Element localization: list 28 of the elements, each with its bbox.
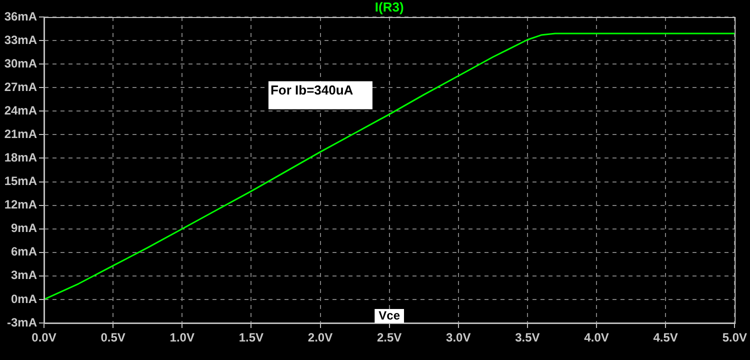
y-tick-label: 30mA [4, 56, 38, 70]
y-tick-label: 9mA [10, 221, 38, 236]
x-axis-title: Vce [378, 308, 400, 322]
y-tick-label: 3mA [10, 268, 38, 282]
x-tick-label: 0.5V [100, 330, 126, 345]
text: I(R3) [374, 0, 404, 15]
annotation: For Ib=340uA [270, 82, 354, 98]
y-tick-label: 15mA [4, 174, 38, 188]
y-tick-label: 21mA [4, 127, 38, 142]
y-tick-label: 24mA [4, 103, 38, 118]
x-tick-label: 1.0V [170, 330, 194, 345]
y-tick-label: 18mA [4, 150, 38, 165]
y-tick-label: 0mA [10, 292, 38, 306]
x-tick-label: 2.5V [376, 330, 402, 345]
x-tick-label: 2.0V [308, 330, 333, 345]
y-tick-label: 6mA [10, 244, 38, 259]
x-tick-label: 1.5V [238, 330, 264, 345]
x-tick-label: 3.0V [446, 330, 471, 345]
x-tick-label: 0.0V [32, 330, 56, 345]
x-tick-label: 4.5V [653, 330, 678, 345]
y-tick-label: 12mA [4, 198, 38, 212]
y-tick-label: -3mA [6, 315, 38, 330]
x-tick-label: 4.0V [584, 330, 609, 345]
y-tick-label: 36mA [4, 9, 38, 24]
y-tick-label: 33mA [4, 32, 38, 47]
y-tick-label: 27mA [4, 80, 38, 94]
x-tick-label: 3.5V [515, 330, 540, 345]
x-tick-label: 5.0V [722, 330, 747, 345]
